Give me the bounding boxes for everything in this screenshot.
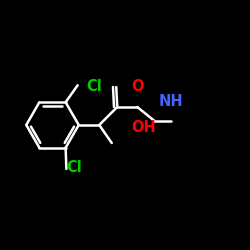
- Text: Cl: Cl: [66, 160, 82, 175]
- Text: NH: NH: [159, 94, 184, 109]
- Text: O: O: [131, 79, 143, 94]
- Text: Cl: Cl: [86, 79, 102, 94]
- Text: OH: OH: [132, 120, 156, 135]
